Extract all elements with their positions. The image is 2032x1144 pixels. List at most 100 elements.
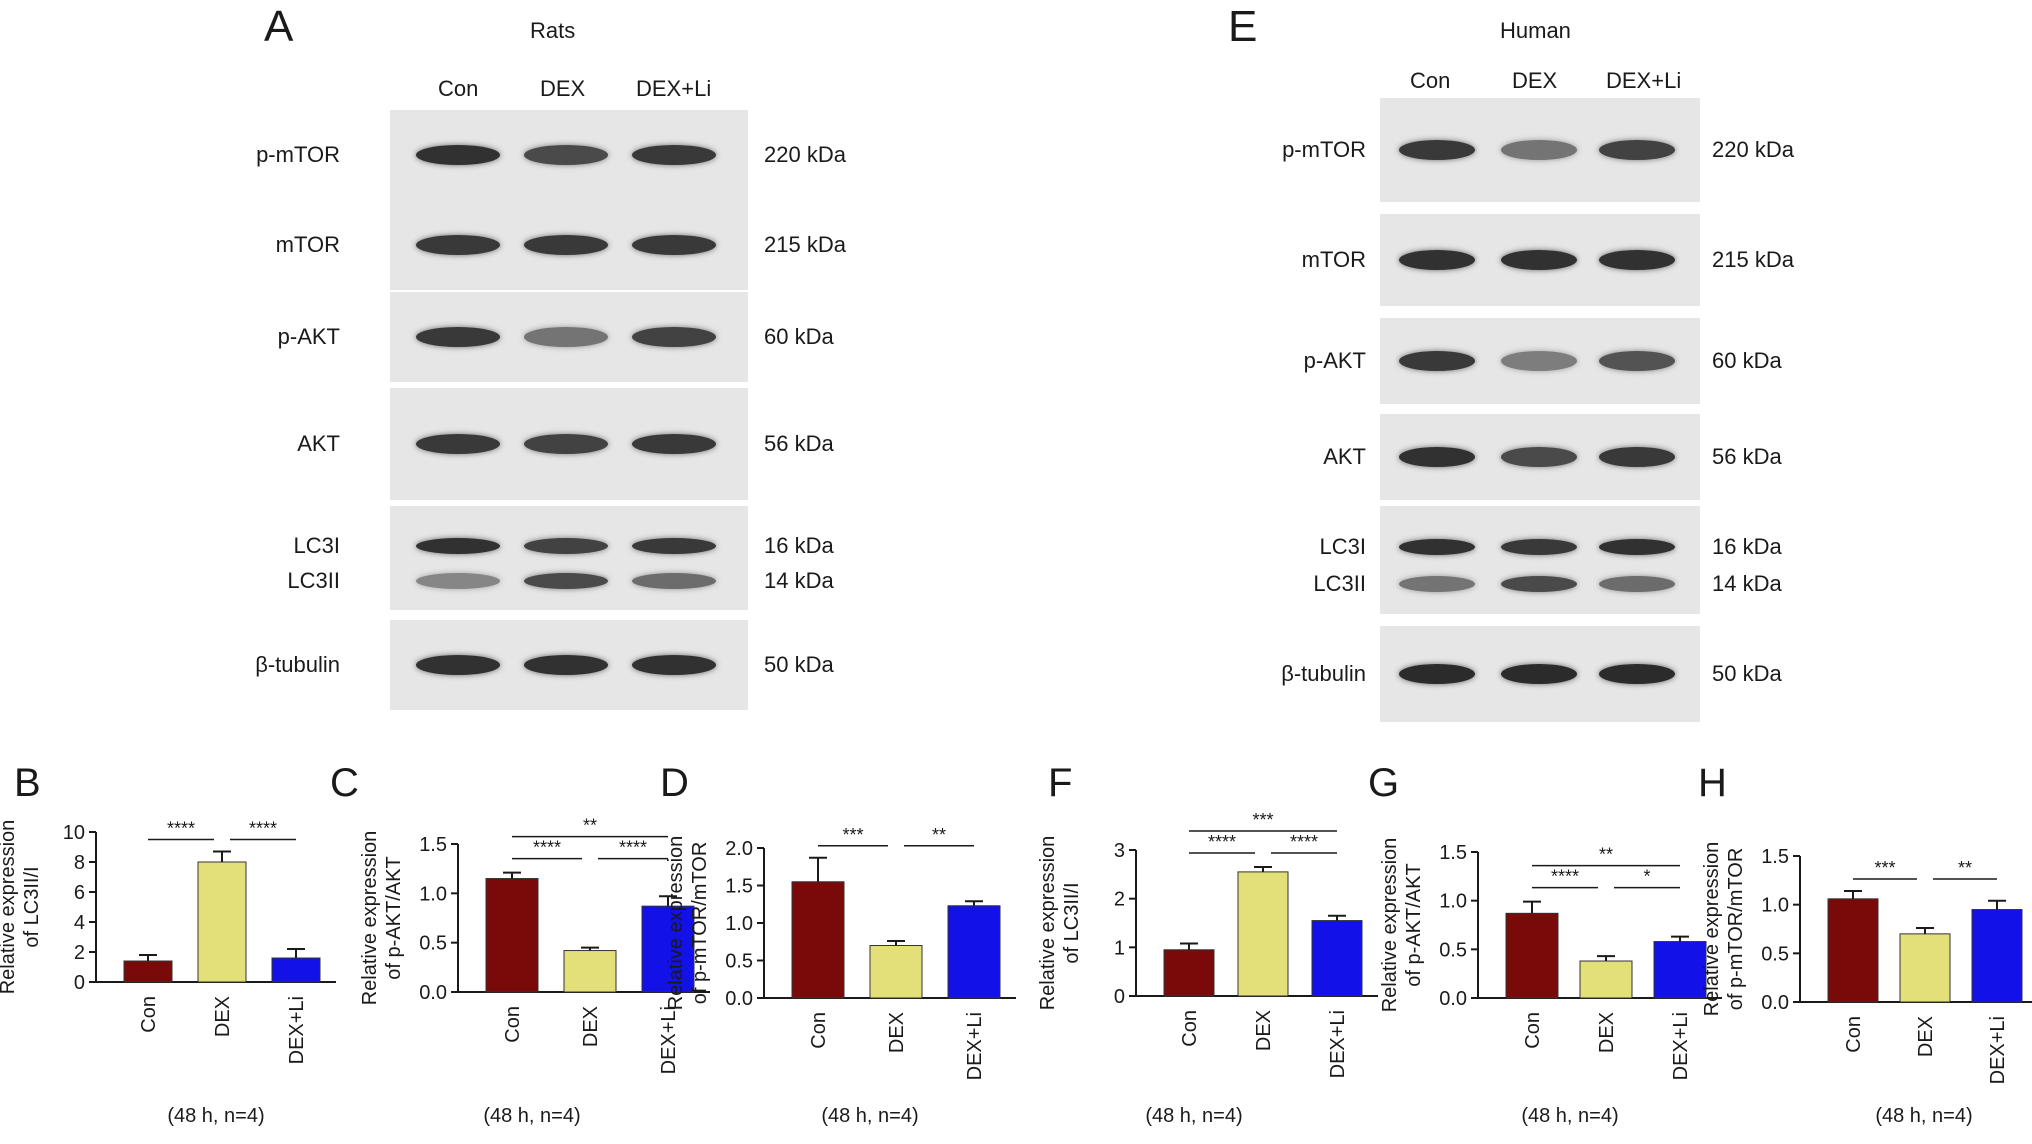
panel-letter-e: E	[1228, 2, 1258, 51]
y-axis-label: of p-AKT/AKT	[383, 856, 405, 979]
x-tick-label: Con	[808, 1012, 830, 1049]
significance-label: ****	[167, 819, 195, 839]
blot-band	[1501, 250, 1577, 270]
y-axis-label: of p-mTOR/mTOR	[1725, 848, 1747, 1011]
y-axis-label: Relative expression	[1379, 838, 1401, 1013]
significance-label: ****	[1290, 832, 1318, 852]
blot-band	[1501, 351, 1577, 371]
lane-label-dex: DEX	[1512, 68, 1558, 93]
y-axis-label: Relative expression	[359, 831, 381, 1006]
y-tick-label: 0.0	[1439, 988, 1467, 1010]
blot-band	[524, 655, 608, 675]
blot-band	[1599, 250, 1675, 270]
significance-label: ****	[533, 838, 561, 858]
y-tick-label: 1.0	[1761, 895, 1789, 917]
bar-con	[1827, 898, 1879, 1003]
x-tick-label: DEX	[886, 1012, 908, 1053]
molecular-weight-label: 220 kDa	[764, 142, 846, 167]
blot-band	[1399, 351, 1475, 371]
y-tick-label: 1.0	[419, 883, 447, 905]
bar-chart-f: F 0 1 2 3 Relative expression of LC3II/I Con DEX…	[1037, 761, 1378, 1127]
bar-dexli	[641, 905, 695, 993]
molecular-weight-label: 56 kDa	[1712, 444, 1782, 469]
blot-band	[1599, 539, 1675, 556]
x-tick-label: DEX	[1253, 1010, 1275, 1051]
protein-label: AKT	[297, 431, 340, 456]
blot-strip	[1380, 506, 1700, 614]
panel-letter: H	[1698, 761, 1727, 805]
significance-label: ***	[1252, 810, 1273, 830]
blot-band	[1399, 250, 1475, 270]
blot-band	[416, 327, 500, 347]
x-tick-label: DEX+Li	[286, 996, 308, 1064]
blot-band	[524, 572, 608, 589]
bar-dex	[563, 950, 617, 993]
x-tick-label: DEX	[580, 1006, 602, 1047]
significance-label: **	[932, 825, 946, 845]
blot-band	[1599, 447, 1675, 467]
significance-label: ***	[842, 825, 863, 845]
molecular-weight-label: 16 kDa	[764, 532, 834, 558]
protein-label: β-tubulin	[1281, 661, 1366, 686]
lane-label-con: Con	[1410, 68, 1451, 93]
x-tick-label: Con	[1179, 1010, 1201, 1047]
x-tick-label: DEX	[212, 996, 234, 1037]
bar-con	[1505, 912, 1559, 999]
y-axis-label: of p-mTOR/mTOR	[689, 842, 711, 1005]
bar-dex	[197, 861, 247, 983]
bar-dexli	[947, 905, 1001, 999]
y-tick-label: 0.0	[725, 988, 753, 1010]
y-tick-label: 2.0	[725, 838, 753, 860]
y-tick-label: 0	[1114, 986, 1125, 1008]
blot-band	[1399, 575, 1475, 592]
y-tick-label: 0.5	[1761, 943, 1789, 965]
x-tick-label: Con	[1522, 1012, 1544, 1049]
bar-dex	[1899, 933, 1951, 1003]
bar-dex	[1237, 871, 1289, 997]
species-label-human: Human	[1500, 18, 1571, 43]
y-tick-label: 1	[1114, 937, 1125, 959]
y-axis-label: Relative expression	[1037, 836, 1059, 1011]
lane-label-dex: DEX	[540, 76, 586, 101]
x-tick-label: DEX+Li	[658, 1006, 680, 1074]
y-tick-label: 8	[74, 852, 85, 874]
bar-dexli	[1653, 941, 1707, 999]
sample-size-note: (48 h, n=4)	[821, 1105, 918, 1127]
y-axis-label: of LC3II/I	[21, 866, 43, 947]
bar-dexli	[1311, 920, 1363, 997]
y-tick-label: 6	[74, 882, 85, 904]
molecular-weight-label: 60 kDa	[1712, 348, 1782, 373]
y-tick-label: 3	[1114, 840, 1125, 862]
blot-band	[524, 145, 608, 165]
y-axis-label: of LC3II/I	[1061, 882, 1083, 963]
protein-label: p-AKT	[1303, 348, 1366, 373]
blot-band	[1599, 575, 1675, 592]
y-axis-label: Relative expression	[665, 836, 687, 1011]
blot-band	[524, 235, 608, 255]
panel-letter: C	[330, 761, 359, 805]
protein-label: p-mTOR	[1282, 137, 1366, 162]
x-tick-label: Con	[138, 996, 160, 1033]
blot-band	[1399, 140, 1475, 160]
molecular-weight-label: 50 kDa	[764, 652, 834, 677]
y-tick-label: 0.0	[1761, 992, 1789, 1014]
sample-size-note: (48 h, n=4)	[167, 1105, 264, 1127]
y-tick-label: 0.5	[725, 951, 753, 973]
molecular-weight-label: 16 kDa	[1712, 534, 1782, 560]
blot-band	[1599, 664, 1675, 684]
protein-label: mTOR	[275, 232, 340, 257]
bar-con	[791, 881, 845, 999]
blot-band	[416, 235, 500, 255]
molecular-weight-label: 14 kDa	[1712, 570, 1782, 596]
y-tick-label: 0.5	[419, 933, 447, 955]
protein-label: LC3I	[293, 532, 340, 558]
bar-con	[123, 960, 173, 983]
blot-band	[416, 655, 500, 675]
blot-band	[632, 655, 716, 675]
blot-band	[416, 434, 500, 454]
y-tick-label: 1.5	[419, 834, 447, 856]
bar-dex	[1579, 960, 1633, 999]
lane-label-con: Con	[438, 76, 479, 101]
